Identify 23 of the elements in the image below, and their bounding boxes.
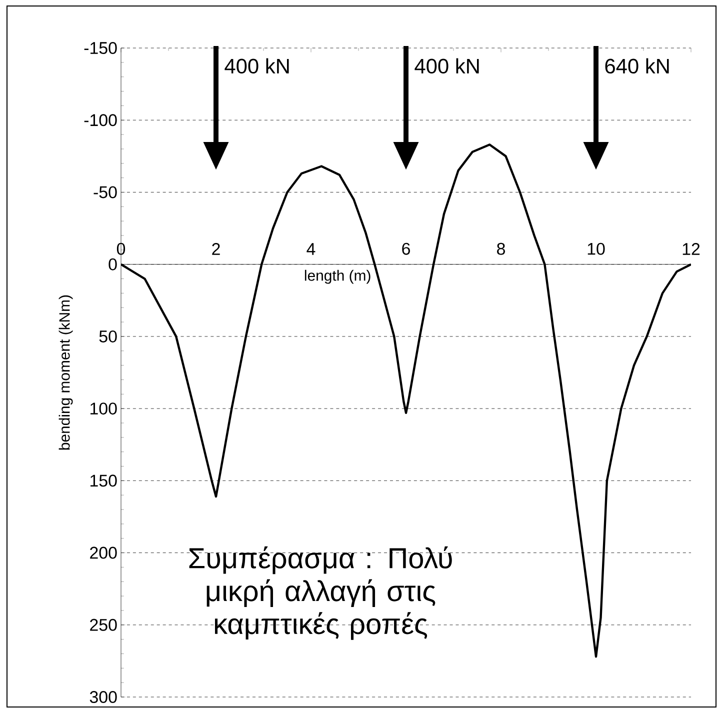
- y-tick-label: -50: [94, 186, 117, 198]
- annotation: 400 kN: [414, 58, 479, 74]
- y-tick-label: 250: [90, 618, 117, 631]
- x-tick-label: 8: [497, 242, 505, 255]
- y-tick-label: 100: [90, 402, 117, 415]
- x-tick-label: 6: [402, 242, 410, 255]
- y-tick-label: 150: [90, 474, 117, 487]
- y-tick-label: -100: [84, 114, 117, 126]
- x-tick-label: 4: [306, 243, 316, 255]
- y-tick-label: 200: [90, 546, 117, 559]
- x-tick-label: 2: [212, 243, 220, 255]
- y-tick-label: -150: [84, 42, 117, 54]
- annotation: 400 kN: [224, 58, 289, 74]
- annotation: 640 kN: [605, 58, 669, 74]
- y-tick-label: 50: [99, 330, 117, 342]
- x-tick-label: 12: [682, 243, 700, 255]
- x-tick-label: 10: [588, 242, 605, 255]
- y-axis-title: bending moment (kNm): [58, 295, 73, 450]
- y-tick-label: 0: [108, 258, 117, 270]
- x-tick-label: 0: [116, 242, 126, 255]
- y-tick-label: 300: [90, 691, 117, 704]
- annotation: Συμπέρασμα : Πολύ μικρή αλλαγή στις καμπτικές ροπές: [189, 546, 452, 640]
- x-axis-title: length (m): [304, 270, 370, 284]
